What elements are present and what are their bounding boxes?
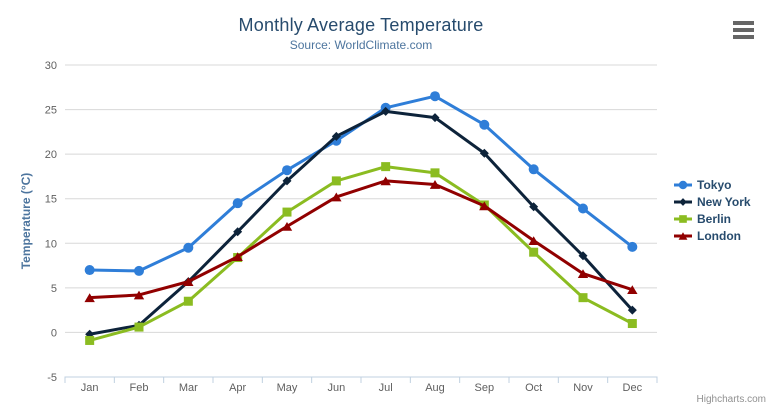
y-axis-tick-label: 10 xyxy=(45,238,57,250)
data-point-new-york-diamond-marker-icon[interactable] xyxy=(233,227,243,237)
y-axis-tick-label: 25 xyxy=(45,105,57,117)
data-point-berlin-square-marker-icon[interactable] xyxy=(85,335,95,345)
data-point-berlin-square-marker-icon[interactable] xyxy=(578,293,588,303)
circle-marker-icon xyxy=(674,180,692,189)
data-point-london-triangle-marker-icon[interactable] xyxy=(627,285,638,295)
data-point-tokyo-circle-marker-icon[interactable] xyxy=(578,203,588,214)
data-point-london-triangle-marker-icon[interactable] xyxy=(577,269,589,278)
legend: Tokyo New York Berlin London xyxy=(674,176,751,244)
x-axis-tick-label: May xyxy=(277,382,298,394)
data-point-london-triangle-marker-icon[interactable] xyxy=(133,290,145,300)
data-point-tokyo-circle-marker-icon[interactable] xyxy=(627,241,638,252)
data-point-tokyo-circle-marker-icon[interactable] xyxy=(479,119,490,130)
data-point-tokyo-circle-marker-icon[interactable] xyxy=(282,165,292,176)
data-point-new-york-diamond-marker-icon[interactable] xyxy=(578,251,588,261)
y-axis-title: Temperature (°C) xyxy=(19,173,33,270)
data-point-berlin-square-marker-icon[interactable] xyxy=(183,296,193,306)
hamburger-menu-icon xyxy=(733,28,754,32)
x-axis-tick-label: Feb xyxy=(130,382,149,394)
x-axis-tick-label: Jun xyxy=(327,382,345,394)
data-point-new-york-diamond-marker-icon[interactable] xyxy=(282,176,292,186)
series-line-berlin[interactable] xyxy=(88,165,634,342)
data-point-london-triangle-marker-icon[interactable] xyxy=(331,192,342,202)
data-point-new-york-diamond-marker-icon[interactable] xyxy=(430,113,440,123)
data-point-new-york-diamond-marker-icon[interactable] xyxy=(627,305,637,315)
legend-item-tokyo[interactable]: Tokyo xyxy=(674,176,751,193)
chart-title: Monthly Average Temperature xyxy=(238,15,484,35)
square-marker-icon xyxy=(674,214,692,223)
x-axis-tick-label: Apr xyxy=(229,382,246,394)
legend-triangle-marker-icon xyxy=(678,231,688,240)
chart-subtitle: Source: WorldClimate.com xyxy=(289,38,433,52)
legend-label: Tokyo xyxy=(697,177,732,192)
data-point-tokyo-circle-marker-icon[interactable] xyxy=(232,198,243,209)
x-axis-tick-label: Aug xyxy=(425,382,445,394)
data-point-tokyo-circle-marker-icon[interactable] xyxy=(183,242,194,253)
data-point-berlin-square-marker-icon[interactable] xyxy=(381,162,391,172)
y-axis-tick-label: 30 xyxy=(45,60,57,72)
data-point-berlin-square-marker-icon[interactable] xyxy=(134,322,144,332)
export-menu-button[interactable] xyxy=(733,21,755,39)
diamond-marker-icon xyxy=(674,197,692,206)
data-point-new-york-diamond-marker-icon[interactable] xyxy=(529,202,539,212)
legend-square-marker-icon xyxy=(679,214,687,223)
data-point-london-triangle-marker-icon[interactable] xyxy=(232,252,243,262)
hamburger-menu-icon xyxy=(733,21,754,25)
data-point-london-triangle-marker-icon[interactable] xyxy=(479,201,490,211)
series-line-new-york[interactable] xyxy=(88,109,634,336)
x-axis-tick-label: Dec xyxy=(623,382,643,394)
data-point-new-york-diamond-marker-icon[interactable] xyxy=(331,131,341,141)
data-point-london-triangle-marker-icon[interactable] xyxy=(380,176,391,186)
data-point-tokyo-circle-marker-icon[interactable] xyxy=(430,91,440,102)
data-point-new-york-diamond-marker-icon[interactable] xyxy=(479,148,489,158)
data-point-berlin-square-marker-icon[interactable] xyxy=(282,207,292,217)
data-point-tokyo-circle-marker-icon[interactable] xyxy=(84,265,95,276)
triangle-marker-icon xyxy=(674,231,692,240)
legend-label: London xyxy=(697,228,741,243)
y-axis-tick-label: 20 xyxy=(45,149,57,161)
x-axis-tick-label: Sep xyxy=(475,382,495,394)
legend-diamond-marker-icon xyxy=(679,197,687,206)
data-point-tokyo-circle-marker-icon[interactable] xyxy=(134,265,144,276)
legend-circle-marker-icon xyxy=(678,180,688,189)
data-point-london-triangle-marker-icon[interactable] xyxy=(528,236,539,246)
credits-link[interactable]: Highcharts.com xyxy=(696,394,766,405)
y-axis-tick-label: 0 xyxy=(51,327,57,339)
data-point-berlin-square-marker-icon[interactable] xyxy=(430,168,440,178)
legend-label: New York xyxy=(697,194,751,209)
y-axis-tick-label: 15 xyxy=(45,194,57,206)
data-point-london-triangle-marker-icon[interactable] xyxy=(84,293,95,303)
data-point-london-triangle-marker-icon[interactable] xyxy=(183,277,194,287)
data-point-berlin-square-marker-icon[interactable] xyxy=(331,176,341,186)
data-point-new-york-diamond-marker-icon[interactable] xyxy=(381,106,391,116)
x-axis-tick-label: Oct xyxy=(525,382,542,394)
series-line-london[interactable] xyxy=(88,179,634,300)
legend-item-berlin[interactable]: Berlin xyxy=(674,210,751,227)
x-axis-tick-label: Jul xyxy=(379,382,393,394)
x-axis-tick-label: Mar xyxy=(179,382,198,394)
y-axis-tick-label: 5 xyxy=(51,283,57,295)
data-point-london-triangle-marker-icon[interactable] xyxy=(281,221,293,231)
data-point-tokyo-circle-marker-icon[interactable] xyxy=(528,164,539,175)
data-point-berlin-square-marker-icon[interactable] xyxy=(627,319,637,329)
hamburger-menu-icon xyxy=(733,35,754,39)
data-point-berlin-square-marker-icon[interactable] xyxy=(529,247,539,257)
legend-label: Berlin xyxy=(697,211,732,226)
data-point-london-triangle-marker-icon[interactable] xyxy=(429,180,441,189)
legend-item-new-york[interactable]: New York xyxy=(674,193,751,210)
y-axis-tick-label: -5 xyxy=(47,372,57,384)
x-axis-tick-label: Jan xyxy=(81,382,99,394)
legend-item-london[interactable]: London xyxy=(674,227,751,244)
x-axis-tick-label: Nov xyxy=(573,382,593,394)
